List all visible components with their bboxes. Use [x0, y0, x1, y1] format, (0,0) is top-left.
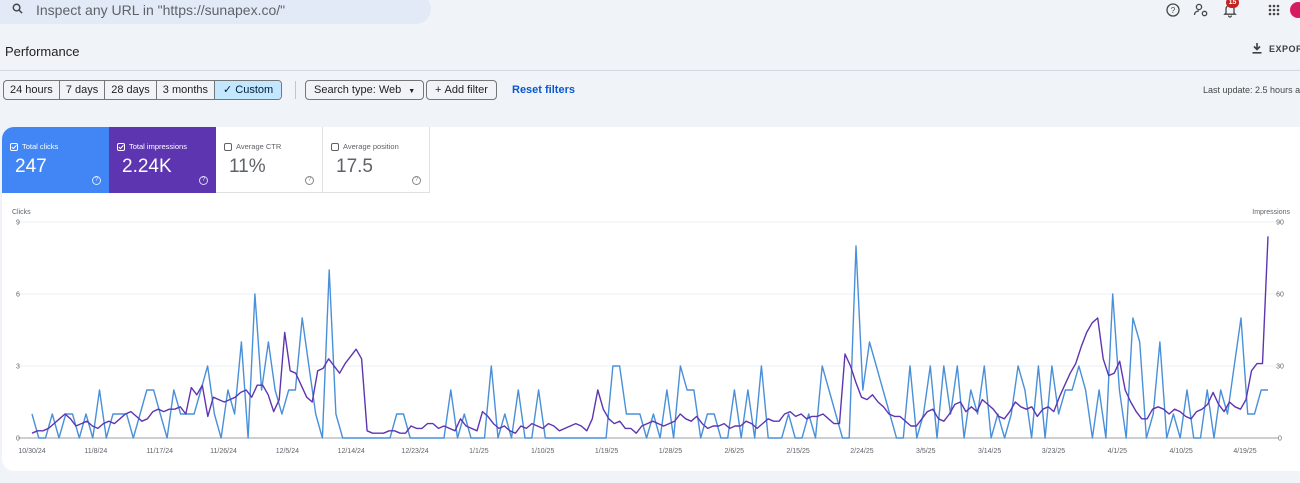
checkbox-unchecked-icon[interactable]	[331, 142, 339, 151]
left-tick-label: 3	[16, 364, 20, 371]
add-filter-button[interactable]: + Add filter	[426, 80, 497, 100]
help-icon[interactable]: ?	[412, 176, 421, 185]
date-range-option-label: Custom	[235, 84, 274, 96]
metric-value: 247	[15, 156, 47, 177]
page-title: Performance	[5, 44, 80, 59]
x-tick-label: 4/10/25	[1169, 448, 1192, 455]
reset-filters-link[interactable]: Reset filters	[512, 84, 575, 96]
x-tick-label: 3/5/25	[916, 448, 936, 455]
right-tick-label: 30	[1276, 364, 1284, 371]
x-tick-label: 12/5/24	[276, 448, 299, 455]
metric-average-position[interactable]: Average position 17.5 ?	[323, 127, 430, 193]
last-update-text: Last update: 2.5 hours ago	[1203, 85, 1300, 95]
dropdown-arrow-icon: ▼	[408, 88, 416, 95]
date-range-option[interactable]: 7 days	[60, 81, 106, 99]
x-tick-label: 2/6/25	[725, 448, 745, 455]
left-tick-label: 0	[16, 436, 20, 443]
download-icon	[1252, 43, 1262, 54]
metric-value: 2.24K	[122, 156, 172, 177]
search-type-dropdown[interactable]: Search type: Web ▼	[305, 80, 425, 100]
x-tick-label: 2/24/25	[850, 448, 873, 455]
help-icon[interactable]: ?	[305, 176, 314, 185]
performance-card: 0 0 3 30 6 60 9 90 Clicks Impressions 10/30/24 11/8…	[2, 127, 1300, 471]
x-tick-label: 11/8/24	[84, 448, 107, 455]
x-tick-label: 4/1/25	[1108, 448, 1128, 455]
x-tick-label: 3/23/25	[1042, 448, 1065, 455]
manage-users-icon[interactable]	[1193, 2, 1209, 18]
right-axis-title: Impressions	[1252, 209, 1290, 216]
search-icon	[12, 3, 23, 14]
metric-value: 17.5	[336, 156, 373, 177]
check-icon: ✓	[223, 84, 236, 96]
performance-chart: 0 0 3 30 6 60 9 90 Clicks Impressions 10/30/24 11/8…	[12, 209, 1291, 455]
date-range-option[interactable]: 24 hours	[4, 81, 60, 99]
x-tick-label: 3/14/25	[978, 448, 1001, 455]
filter-divider	[295, 81, 296, 99]
search-type-label: Search type: Web	[314, 84, 402, 96]
account-avatar[interactable]	[1290, 2, 1300, 18]
date-range-option[interactable]: 3 months	[157, 81, 216, 99]
metric-total-clicks[interactable]: Total clicks 247 ?	[2, 127, 109, 193]
x-tick-label: 1/28/25	[659, 448, 682, 455]
help-icon[interactable]: ?	[1165, 2, 1181, 18]
metric-label: Total clicks	[22, 142, 59, 151]
checkbox-unchecked-icon[interactable]	[224, 142, 232, 151]
metric-average-ctr[interactable]: Average CTR 11% ?	[216, 127, 323, 193]
export-button[interactable]: EXPORT	[1252, 43, 1300, 54]
header-divider	[0, 70, 1300, 71]
date-range-selector: 24 hours 7 days 28 days 3 months ✓ Custo…	[3, 80, 283, 100]
x-tick-label: 4/19/25	[1233, 448, 1256, 455]
plus-icon: +	[435, 84, 445, 96]
checkbox-checked-icon[interactable]	[10, 142, 18, 151]
series-line	[31, 245, 1268, 439]
x-tick-label: 11/17/24	[146, 448, 173, 455]
svg-text:?: ?	[1171, 6, 1176, 15]
x-tick-label: 10/30/24	[18, 448, 45, 455]
x-tick-label: 2/15/25	[786, 448, 809, 455]
search-placeholder: Inspect any URL in "https://sunapex.co/"	[36, 2, 286, 18]
help-icon[interactable]: ?	[199, 176, 208, 185]
checkbox-checked-icon[interactable]	[117, 142, 125, 151]
left-tick-label: 9	[16, 220, 20, 227]
notification-badge: 15	[1226, 0, 1239, 8]
date-range-option-selected[interactable]: ✓ Custom	[215, 81, 282, 99]
series-line	[31, 236, 1269, 434]
right-tick-label: 0	[1278, 436, 1282, 443]
export-label: EXPORT	[1269, 43, 1300, 54]
metric-label: Total impressions	[129, 142, 187, 151]
x-tick-label: 11/26/24	[210, 448, 237, 455]
add-filter-label: Add filter	[444, 84, 488, 96]
x-tick-label: 1/10/25	[531, 448, 554, 455]
metric-value: 11%	[229, 156, 266, 177]
x-tick-label: 12/23/24	[401, 448, 428, 455]
x-tick-label: 12/14/24	[338, 448, 365, 455]
x-tick-label: 1/1/25	[469, 448, 489, 455]
left-tick-label: 6	[16, 292, 20, 299]
metric-total-impressions[interactable]: Total impressions 2.24K ?	[109, 127, 216, 193]
apps-grid-icon[interactable]	[1266, 2, 1282, 18]
metric-label: Average position	[343, 142, 399, 151]
help-icon[interactable]: ?	[92, 176, 101, 185]
left-axis-title: Clicks	[12, 209, 31, 216]
metric-label: Average CTR	[236, 142, 282, 151]
right-tick-label: 90	[1276, 220, 1284, 227]
url-inspection-search-bar[interactable]: Inspect any URL in "https://sunapex.co/"	[0, 0, 431, 24]
right-tick-label: 60	[1276, 292, 1284, 299]
date-range-option[interactable]: 28 days	[105, 81, 157, 99]
x-tick-label: 1/19/25	[595, 448, 618, 455]
